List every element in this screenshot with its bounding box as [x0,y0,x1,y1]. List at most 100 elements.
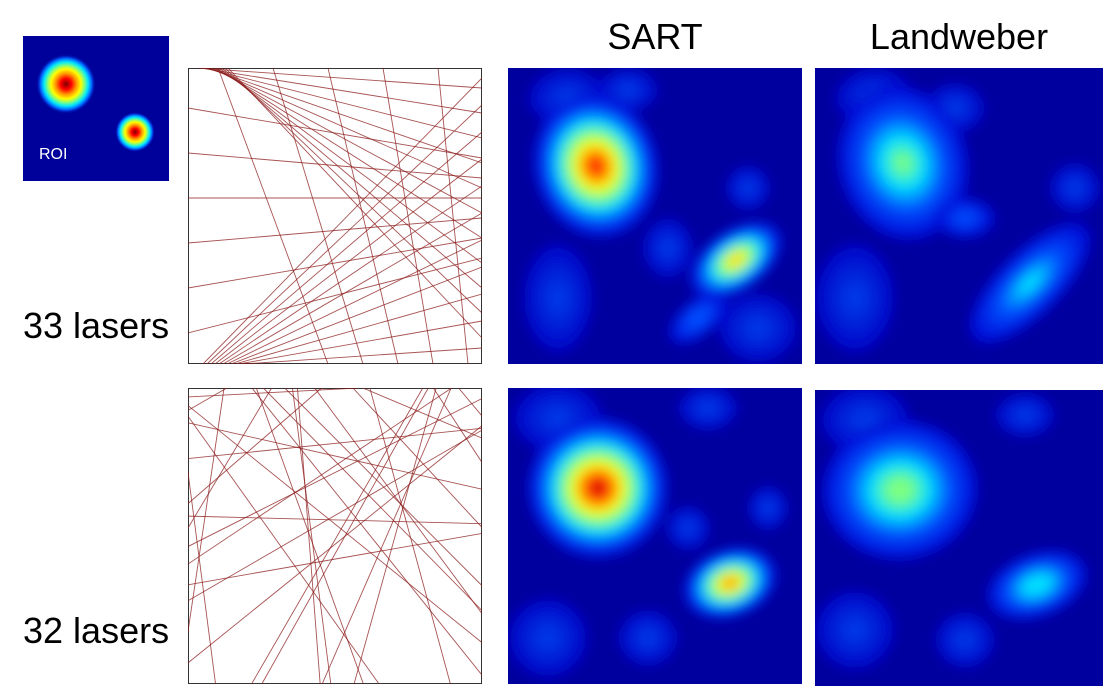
landweber-reconstruction-32 [815,390,1103,686]
laser-beam-28 [217,68,329,364]
laser-beam-16 [188,398,482,547]
laser-beam-23 [188,152,482,179]
laser-beam-6 [215,68,482,239]
heat-blob-6 [935,198,995,238]
laser-beam-11 [251,388,482,676]
heat-blob-6 [533,94,659,238]
laser-geometry-32 [188,388,482,684]
laser-beam-14 [188,388,228,411]
laser-beam-15 [218,185,482,364]
roi-blob-large [36,54,96,114]
laser-beam-13 [210,131,482,364]
heat-blob-6 [528,418,668,558]
laser-beam-27 [352,388,482,528]
heat-blob-4 [718,293,798,363]
laser-beam-22 [188,107,482,159]
laser-beam-2 [203,68,482,139]
landweber-heatmap-32 [815,390,1103,686]
laser-beam-17 [369,388,451,684]
laser-beam-7 [284,388,482,586]
laser-beam-25 [188,217,482,244]
laser-beam-18 [188,415,380,684]
heat-blob-7 [690,221,782,299]
laser-beam-11 [202,77,482,364]
roi-label: ROI [39,146,68,163]
laser-beam-4 [188,429,482,602]
laser-beam-31 [362,388,482,439]
laser-beam-6 [188,388,273,529]
laser-beam-13 [353,388,437,684]
heat-blob-5 [666,506,710,550]
laser-beam-31 [382,68,434,364]
roi-panel: ROI [23,36,169,181]
laser-beam-26 [188,237,482,289]
sart-heatmap-33 [508,68,802,364]
laser-beam-16 [222,212,482,364]
laser-beam-10 [227,68,482,339]
laser-beam-25 [291,388,332,684]
laser-beam-19 [314,388,482,614]
laser-beam-18 [230,266,482,364]
laser-beam-17 [226,239,482,364]
laser-beam-30 [188,388,358,398]
laser-beam-0 [197,68,482,89]
laser-lines-33 [188,68,482,364]
heat-blob-1 [678,388,738,430]
heat-blob-2 [508,598,588,678]
heat-blob-2 [815,590,895,670]
heat-blob-4 [822,419,978,561]
column-title-sart: SART [607,16,703,57]
laser-beam-20 [188,515,482,525]
laser-beam-29 [261,388,429,684]
row-label-32: 32 lasers [23,610,170,651]
heat-blob-5 [969,222,1091,344]
laser-lines-32 [188,388,482,684]
laser-beam-21 [242,347,482,364]
laser-beam-27 [188,257,482,334]
roi-heatmap [23,36,169,181]
landweber-heatmap-33 [815,68,1103,364]
sart-reconstruction-32 [508,388,802,684]
laser-beam-21 [296,388,321,684]
heat-blob-8 [668,291,728,345]
heat-blob-1 [995,393,1055,437]
heat-blob-4 [837,85,969,241]
laser-beam-24 [188,405,482,643]
laser-beam-5 [212,68,482,214]
laser-beam-4 [209,68,482,189]
laser-beam-0 [188,427,482,459]
heat-blob-5 [726,166,770,210]
heat-blob-3 [935,612,995,668]
heat-blob-4 [748,486,788,530]
heat-blob-3 [643,218,693,278]
heat-blob-3 [1050,163,1100,213]
heat-blob-3 [618,610,678,666]
laser-beam-22 [188,388,452,565]
laser-beams [188,388,482,684]
laser-beam-14 [214,158,482,364]
row-label-33: 33 lasers [23,305,170,346]
laser-beam-3 [206,68,482,164]
laser-beam-8 [221,68,482,289]
laser-beam-1 [200,68,482,114]
laser-beam-32 [437,68,469,364]
heat-blob-2 [523,243,593,353]
landweber-reconstruction-33 [815,68,1103,364]
laser-beam-15 [432,388,482,463]
laser-beam-9 [224,68,482,314]
heat-blob-7 [683,547,777,619]
laser-beam-3 [458,388,482,417]
laser-beam-5 [255,388,364,684]
sart-reconstruction-33 [508,68,802,364]
laser-beam-28 [188,532,482,586]
laser-beam-8 [188,425,482,664]
laser-beams [188,68,482,364]
laser-beam-30 [327,68,399,364]
sart-heatmap-32 [508,388,802,684]
heat-blob-2 [815,243,895,353]
laser-beam-26 [188,388,225,632]
roi-blob-small [115,112,155,152]
column-title-landweber: Landweber [869,16,1049,57]
heat-blob-5 [986,550,1088,620]
laser-beam-20 [238,320,482,364]
